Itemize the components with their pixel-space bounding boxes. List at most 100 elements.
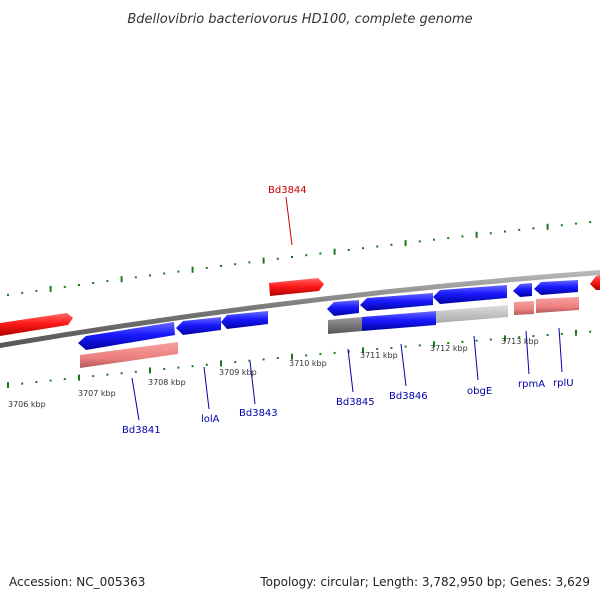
gene-label-lola[interactable]: lolA [201, 414, 220, 425]
tick-minor [504, 230, 506, 233]
tick-minor [276, 257, 279, 260]
gene-label-bd3845[interactable]: Bd3845 [336, 397, 375, 408]
tick-major [149, 367, 151, 374]
tick-minor [589, 330, 592, 333]
gene-arrow-lola[interactable] [176, 317, 221, 335]
tick-minor [106, 280, 109, 283]
tick-minor [163, 368, 166, 370]
tick-minor [106, 373, 109, 376]
tick-minor [333, 351, 336, 354]
tick-label: 3708 kbp [148, 378, 186, 387]
tick-minor [134, 370, 137, 373]
gene-arrow-bd3841[interactable] [78, 322, 175, 350]
tick-major [433, 341, 435, 348]
gene-arrow-bd3845[interactable] [327, 300, 359, 316]
tick-label: 3706 kbp [8, 400, 46, 409]
tick-minor [205, 266, 208, 269]
tick-major [575, 329, 577, 336]
tick-minor [546, 334, 549, 336]
tick-minor [447, 237, 450, 240]
feature-bar-pink-small[interactable] [514, 301, 534, 315]
gene-arrow-bd3843[interactable] [221, 311, 268, 329]
tick-major [120, 276, 123, 283]
tick-minor [319, 252, 322, 255]
tick-minor [475, 339, 478, 342]
map-title: Bdellovibrio bacteriovorus HD100, comple… [127, 12, 472, 27]
gene-label-bd3841[interactable]: Bd3841 [122, 425, 161, 436]
tick-major [7, 382, 9, 389]
tick-minor [362, 247, 364, 250]
tick-minor [248, 359, 251, 362]
tick-minor [149, 274, 151, 277]
tick-minor [376, 348, 379, 351]
leader-rpma [525, 330, 530, 375]
tick-minor [92, 282, 95, 284]
tick-minor [63, 378, 66, 381]
tick-major [504, 335, 506, 342]
tick-minor [234, 263, 237, 266]
gene-arrow-forward-right[interactable] [590, 275, 600, 290]
tick-minor [177, 366, 180, 369]
gene-arrow-forward[interactable] [0, 313, 73, 336]
tick-minor [163, 272, 166, 275]
forward-genes [0, 275, 600, 336]
gene-label-bd3843[interactable]: Bd3843 [239, 408, 278, 419]
tick-minor [234, 361, 237, 364]
tick-minor [134, 276, 137, 279]
tick-minor [21, 291, 24, 294]
tick-minor [319, 353, 322, 356]
upper-tick-track [7, 221, 592, 296]
tick-minor [120, 372, 123, 375]
tick-minor [35, 381, 38, 384]
leader-bd3843 [249, 360, 256, 405]
gene-label-rplu[interactable]: rplU [553, 378, 574, 389]
tick-minor [532, 227, 535, 230]
tick-minor [262, 358, 265, 361]
tick-label: 3713 kbp [501, 337, 539, 346]
tick-minor [433, 238, 435, 241]
tick-minor [220, 265, 222, 267]
tick-minor [404, 345, 407, 348]
accession-text: Accession: NC_005363 [9, 575, 145, 589]
tick-major [362, 347, 364, 354]
feature-bar-pink[interactable] [80, 342, 178, 368]
gene-arrow-rpma[interactable] [513, 283, 532, 297]
tick-minor [447, 342, 450, 344]
tick-major [220, 360, 222, 367]
tick-minor [560, 332, 563, 335]
gene-label-bd3844[interactable]: Bd3844 [268, 185, 307, 196]
tick-minor [305, 254, 308, 257]
tick-major [333, 248, 336, 255]
feature-bar-grey[interactable] [328, 317, 362, 334]
tick-minor [575, 222, 577, 225]
tick-minor [489, 232, 492, 235]
gene-label-obge[interactable]: obgE [467, 386, 492, 397]
tick-major [191, 266, 194, 273]
reverse-genes [78, 280, 578, 350]
tick-minor [390, 243, 393, 246]
tick-minor [418, 240, 421, 243]
lower-tick-track [7, 329, 592, 389]
topology-text: Topology: circular; Length: 3,782,950 bp… [259, 575, 590, 589]
gene-label-bd3846[interactable]: Bd3846 [389, 391, 428, 402]
feature-bar-blue[interactable] [362, 311, 436, 331]
tick-minor [390, 346, 393, 349]
tick-minor [276, 357, 279, 359]
tick-minor [560, 224, 563, 227]
feature-bar-pink-right[interactable] [536, 297, 579, 313]
feature-bar-lightgrey[interactable] [436, 305, 508, 323]
tick-label: 3707 kbp [78, 389, 116, 398]
gene-arrow-bd3846[interactable] [360, 293, 433, 311]
tick-minor [532, 335, 535, 338]
gene-arrow-obge[interactable] [433, 285, 507, 304]
gene-label-rpma[interactable]: rpmA [518, 379, 545, 390]
gene-arrow-rplu[interactable] [534, 280, 578, 295]
tick-minor [291, 256, 293, 258]
tick-minor [63, 285, 66, 288]
tick-minor [589, 221, 592, 224]
tick-minor [418, 344, 421, 347]
tick-minor [191, 365, 194, 368]
gene-arrow-bd3844[interactable] [269, 278, 324, 296]
leader-bd3845 [347, 348, 354, 393]
